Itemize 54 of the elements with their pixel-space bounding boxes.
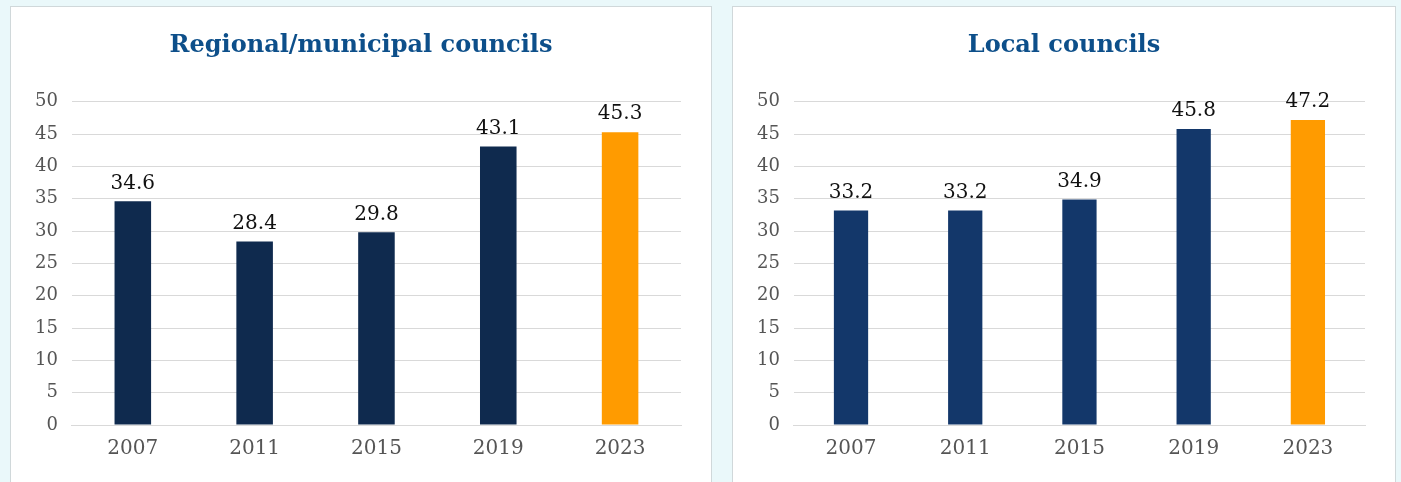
x-tick-label: 2023: [594, 435, 646, 460]
y-tick-label: 35: [35, 186, 58, 208]
x-tick-label: 2019: [1168, 435, 1220, 460]
x-tick-label: 2007: [825, 435, 877, 460]
data-label: 33.2: [828, 178, 874, 203]
y-tick-label: 15: [35, 315, 58, 337]
bar: [480, 146, 517, 425]
bar: [1290, 119, 1326, 425]
data-label: 47.2: [1285, 88, 1331, 113]
chart-title: Local councils: [966, 29, 1162, 58]
y-tick-label: 15: [757, 315, 780, 337]
bar: [1176, 128, 1211, 425]
y-tick-label: 5: [46, 380, 58, 402]
y-tick-label: 0: [46, 412, 58, 434]
bar: [601, 132, 639, 425]
x-tick-label: 2023: [1282, 435, 1334, 460]
bar: [236, 241, 273, 425]
y-tick-label: 10: [757, 348, 780, 370]
bar: [948, 210, 983, 425]
data-label: 28.4: [232, 209, 277, 234]
y-tick-label: 20: [757, 283, 780, 305]
y-tick-label: 35: [757, 186, 780, 208]
y-tick-label: 50: [35, 89, 58, 111]
x-tick-label: 2011: [939, 435, 991, 460]
y-tick-label: 5: [768, 380, 780, 402]
y-tick-label: 45: [757, 121, 780, 143]
x-tick-label: 2015: [351, 435, 402, 460]
y-tick-label: 30: [757, 218, 780, 240]
y-tick-label: 25: [35, 251, 58, 273]
y-tick-label: 25: [757, 251, 780, 273]
data-label: 33.2: [942, 178, 988, 203]
y-tick-label: 40: [757, 154, 780, 176]
data-label: 34.9: [1057, 167, 1102, 192]
y-tick-label: 45: [35, 121, 58, 143]
bar: [833, 210, 869, 425]
bar: [358, 232, 395, 425]
data-label: 43.1: [476, 114, 521, 139]
y-tick-label: 30: [35, 218, 58, 240]
data-label: 29.8: [354, 200, 399, 225]
bar: [114, 201, 152, 425]
y-tick-label: 10: [35, 348, 58, 370]
data-label: 34.6: [110, 169, 156, 194]
x-tick-label: 2015: [1054, 435, 1105, 460]
data-label: 45.8: [1171, 97, 1216, 122]
y-tick-label: 40: [35, 154, 58, 176]
y-tick-label: 20: [35, 283, 58, 305]
bar: [1062, 199, 1097, 425]
data-label: 45.3: [597, 100, 643, 125]
y-tick-label: 0: [768, 412, 780, 434]
chart-title: Regional/municipal councils: [168, 29, 554, 58]
x-tick-label: 2019: [472, 435, 524, 460]
x-tick-label: 2011: [229, 435, 281, 460]
y-tick-label: 50: [757, 89, 780, 111]
x-tick-label: 2007: [107, 435, 159, 460]
